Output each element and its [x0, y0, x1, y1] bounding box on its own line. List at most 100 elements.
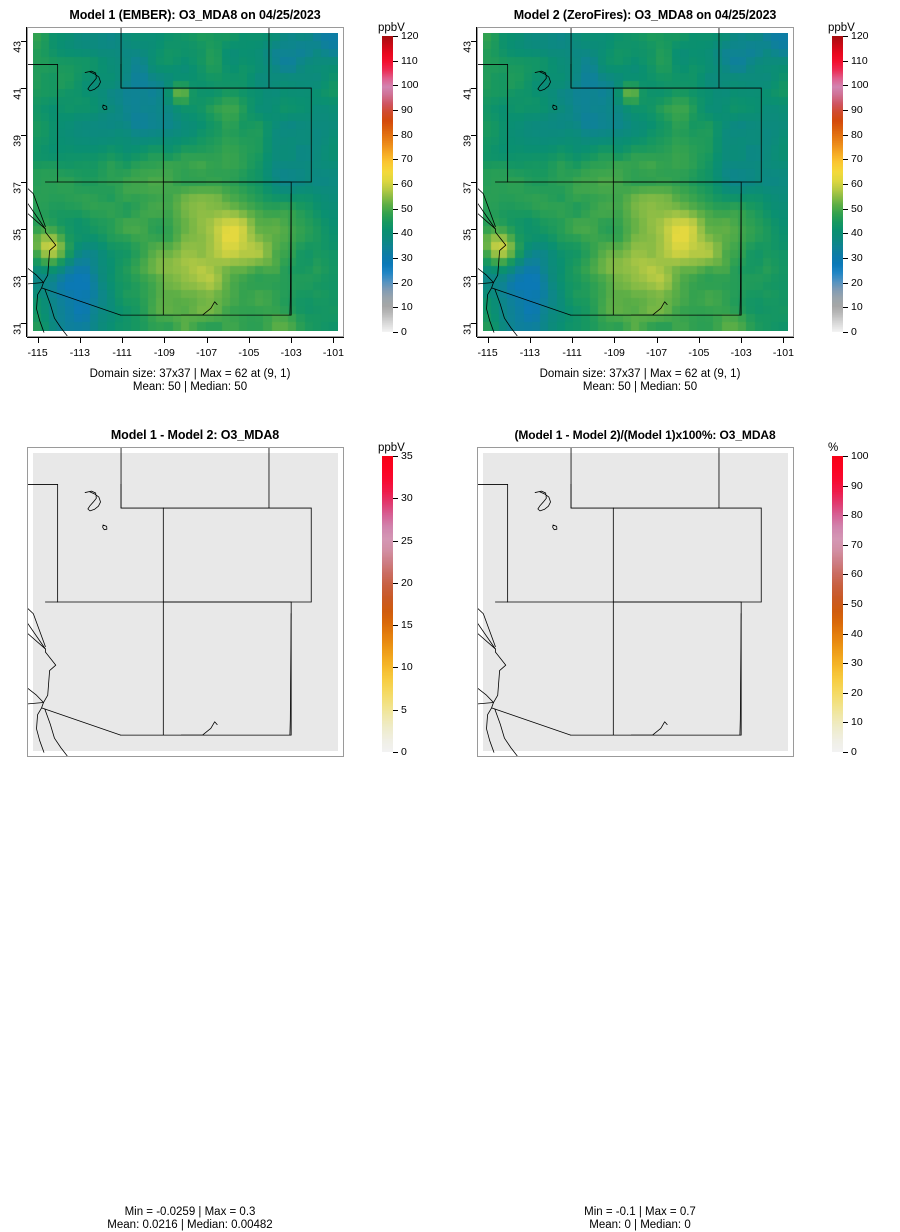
- colorbar-tick: [393, 307, 398, 309]
- x-axis-tick-label: -103: [730, 347, 752, 359]
- x-axis-tick: [656, 337, 658, 343]
- colorbar-tick-label: 15: [401, 619, 413, 632]
- panel-title-difference: Model 1 - Model 2: O3_MDA8: [110, 428, 280, 442]
- colorbar-tick-label: 10: [401, 661, 413, 674]
- colorbar-gradient-percent-difference: [832, 456, 843, 752]
- y-axis-tick-label: 35: [462, 228, 474, 241]
- ozone-raster-model1: [33, 33, 338, 331]
- colorbar-tick-label: 30: [401, 492, 413, 505]
- colorbar-tick: [843, 208, 848, 210]
- colorbar-tick-label: 20: [401, 576, 413, 589]
- y-axis-tick: [21, 182, 27, 183]
- colorbar-tick-label: 50: [851, 202, 863, 215]
- colorbar-tick-label: 110: [851, 54, 868, 67]
- colorbar-tick-label: 20: [401, 276, 413, 289]
- x-axis-tick-label: -113: [69, 347, 90, 359]
- y-axis-tick: [471, 275, 477, 277]
- colorbar-unit-model1: ppbV: [378, 22, 405, 34]
- y-axis-tick: [21, 228, 27, 230]
- colorbar-tick-label: 120: [401, 30, 419, 42]
- figure-grid: Model 1 (EMBER): O3_MDA8 on 04/25/2023 3…: [0, 8, 900, 1231]
- y-axis-tick-label: 33: [12, 275, 24, 288]
- colorbar-tick: [843, 134, 848, 136]
- colorbar-tick: [843, 692, 848, 694]
- colorbar-tick: [843, 85, 848, 87]
- colorbar-gradient-model1: [382, 36, 393, 332]
- colorbar-tick-label: 30: [401, 252, 413, 264]
- colorbar-tick: [843, 332, 848, 333]
- raster-area-percent-difference: [483, 453, 788, 751]
- colorbar-tick-label: 0: [851, 746, 857, 758]
- y-axis-tick: [21, 135, 27, 137]
- y-axis-tick-label: 39: [12, 135, 24, 147]
- x-axis-tick-label: -105: [688, 347, 710, 359]
- y-axis-tick-label: 41: [12, 88, 24, 100]
- x-axis-tick: [164, 337, 166, 343]
- y-axis-model1: 31 33 35 37 39 41 43: [0, 27, 27, 337]
- colorbar-tick-label: 10: [851, 716, 863, 729]
- x-axis-tick-label: -109: [153, 347, 175, 359]
- x-axis-tick-label: -115: [27, 347, 48, 359]
- x-axis-tick-label: -113: [519, 347, 540, 359]
- x-axis-tick: [741, 337, 743, 343]
- colorbar-tick: [843, 752, 848, 753]
- percent-difference-raster: [483, 453, 788, 751]
- y-axis-tick-label: 31: [462, 322, 474, 335]
- y-axis-tick-label: 43: [12, 41, 24, 53]
- colorbar-tick-label: 40: [851, 227, 863, 240]
- colorbar-tick: [843, 515, 848, 517]
- x-axis-tick-label: -103: [280, 347, 302, 359]
- colorbar-tick-label: 30: [851, 657, 863, 670]
- x-axis-tick-label: -107: [646, 347, 668, 359]
- x-axis-tick: [487, 337, 489, 343]
- x-axis-tick: [698, 337, 700, 343]
- colorbar-tick: [393, 282, 398, 284]
- y-axis-model2: 31 33 35 37 39 41 43: [450, 27, 477, 337]
- colorbar-tick-label: 70: [851, 153, 863, 166]
- colorbar-tick-label: 80: [851, 509, 863, 522]
- colorbar-tick-label: 60: [851, 568, 863, 581]
- caption-percent-difference: Min = -0.1 | Max = 0.7 Mean: 0 | Median:…: [584, 1206, 696, 1231]
- colorbar-tick: [393, 752, 398, 753]
- colorbar-tick: [843, 633, 848, 635]
- colorbar-tick-label: 90: [851, 104, 863, 116]
- colorbar-tick: [843, 36, 848, 37]
- raster-area-model1: [33, 33, 338, 331]
- y-axis-tick-label: 39: [462, 135, 474, 147]
- colorbar-unit-model2: ppbV: [828, 22, 855, 34]
- x-axis-model2: -115 -113 -111 -109 -107 -105 -103 -101: [477, 337, 794, 363]
- x-axis-tick: [529, 337, 531, 343]
- colorbar-tick-label: 0: [401, 326, 407, 338]
- colorbar-tick-label: 25: [401, 534, 413, 547]
- colorbar-tick-label: 80: [401, 128, 413, 141]
- panel-percent-difference: (Model 1 - Model 2)/(Model 1)x100%: O3_M…: [450, 420, 900, 1231]
- colorbar-tick: [393, 582, 398, 584]
- colorbar-tick: [393, 540, 398, 542]
- colorbar-tick: [843, 722, 848, 724]
- y-axis-tick: [471, 88, 477, 90]
- colorbar-tick: [393, 667, 398, 669]
- panel-title-model2: Model 2 (ZeroFires): O3_MDA8 on 04/25/20…: [513, 8, 777, 22]
- difference-raster: [33, 453, 338, 751]
- x-axis-tick-label: -105: [238, 347, 260, 359]
- colorbar-tick: [393, 184, 398, 185]
- x-axis-tick: [614, 337, 616, 343]
- colorbar-tick-label: 35: [401, 450, 413, 462]
- x-axis-line: [477, 337, 794, 338]
- x-axis-tick-label: -111: [562, 347, 582, 359]
- y-axis-tick-label: 31: [12, 322, 24, 335]
- colorbar-tick: [843, 282, 848, 284]
- colorbar-tick: [393, 159, 398, 161]
- colorbar-tick: [393, 85, 398, 87]
- y-axis-tick: [21, 275, 27, 277]
- colorbar-gradient-difference: [382, 456, 393, 752]
- colorbar-tick-label: 40: [401, 227, 413, 240]
- panel-difference: Model 1 - Model 2: O3_MDA8 Min = -0.0259…: [0, 420, 450, 1231]
- colorbar-tick-label: 100: [401, 79, 419, 92]
- colorbar-tick-label: 5: [401, 703, 407, 716]
- colorbar-tick: [393, 625, 398, 627]
- colorbar-model2: ppbV 0 10 20 30 40 50 60 70 80 90 100 110 120: [828, 22, 896, 338]
- y-axis-tick: [21, 322, 27, 324]
- x-axis-tick: [206, 337, 208, 343]
- colorbar-tick: [393, 456, 398, 457]
